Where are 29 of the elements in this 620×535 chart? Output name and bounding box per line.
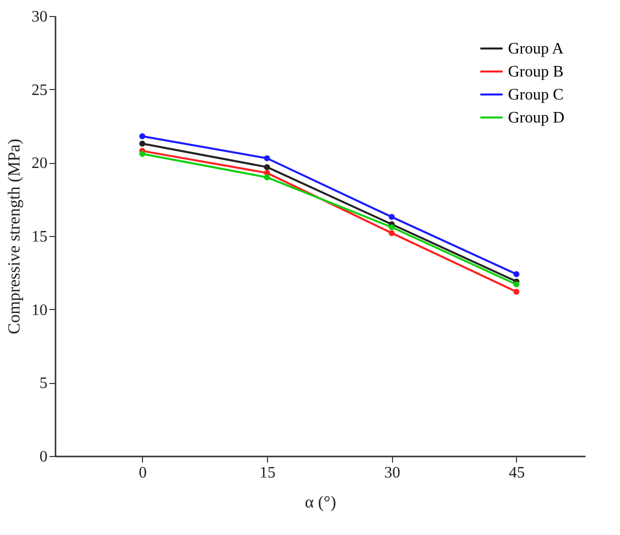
y-tick-label: 5 [40, 375, 48, 392]
y-axis-title: Compressive strength (MPa) [4, 138, 24, 334]
y-tick-label: 30 [32, 8, 48, 26]
y-tick-label: 10 [32, 302, 48, 319]
point [388, 214, 395, 220]
point [388, 224, 395, 230]
point [513, 271, 520, 278]
legend-label: Group A [508, 40, 564, 58]
x-tick-label: 30 [384, 464, 400, 482]
y-tick-label: 15 [32, 228, 48, 246]
point [264, 174, 270, 180]
point [264, 155, 270, 162]
point [139, 140, 146, 147]
x-tick-label: 0 [138, 464, 147, 482]
point [139, 150, 146, 157]
x-tick-label: 15 [260, 464, 276, 482]
point [513, 288, 520, 295]
y-tick-label: 0 [40, 448, 48, 466]
x-tick-label: 45 [508, 464, 525, 482]
point [139, 133, 146, 140]
point [264, 164, 270, 170]
legend-label: Group C [508, 86, 564, 104]
legend-label: Group B [508, 64, 564, 80]
point [388, 230, 395, 236]
legend-label: Group D [508, 110, 564, 126]
y-tick-label: 20 [32, 155, 48, 172]
y-tick-label: 25 [32, 82, 48, 99]
point [513, 281, 520, 288]
x-axis-title: α (°) [304, 492, 336, 512]
